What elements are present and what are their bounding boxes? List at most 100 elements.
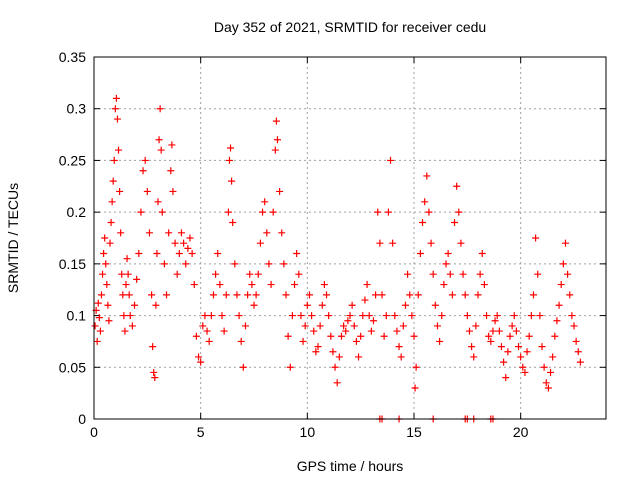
data-point [248,281,256,289]
data-point [158,208,166,216]
data-point [436,337,444,345]
data-point [288,312,296,320]
data-point [293,250,301,258]
data-point [291,281,299,289]
data-point [252,291,260,299]
data-point [310,327,318,335]
data-point [478,250,486,258]
data-point [500,358,508,366]
data-point [485,332,493,340]
y-tick-label: 0.25 [59,152,86,168]
data-point [149,343,157,351]
data-point [278,229,286,237]
data-point [480,281,488,289]
data-point [216,281,224,289]
data-point [468,343,476,351]
data-point [167,167,175,175]
x-tick-label: 0 [90,424,98,440]
data-point [299,337,307,345]
data-point [207,312,215,320]
data-point [120,312,128,320]
y-tick-label: 0 [78,411,86,427]
data-point [493,312,501,320]
data-point [227,144,235,152]
data-point [99,270,107,278]
data-point [551,332,559,340]
data-point [457,239,465,247]
data-point [433,322,441,330]
data-point [155,136,163,144]
data-point [111,105,119,113]
data-point [305,291,313,299]
data-point [212,270,220,278]
data-point [250,301,258,309]
chart-title: Day 352 of 2021, SRMTID for receiver ced… [214,19,486,35]
data-point [276,187,284,195]
data-point [177,229,185,237]
data-point [205,337,213,345]
y-tick-label: 0.15 [59,256,86,272]
data-point [320,281,328,289]
data-point [572,337,580,345]
data-points [91,94,584,423]
data-point [110,156,118,164]
data-point [369,317,377,325]
data-point [461,291,469,299]
data-point [97,291,105,299]
data-point [192,332,200,340]
data-point [448,291,456,299]
data-point [561,239,569,247]
data-point [156,105,164,113]
data-point [376,239,384,247]
data-point [372,291,380,299]
data-point [126,312,134,320]
data-point [408,312,416,320]
data-point [241,322,249,330]
data-point [570,322,578,330]
data-point [521,368,529,376]
data-point [94,299,102,307]
data-point [107,218,115,226]
data-point [423,172,431,180]
data-point [267,281,275,289]
data-point [427,239,435,247]
data-point [125,291,133,299]
data-point [363,281,371,289]
data-point [123,255,131,263]
data-point [182,260,190,268]
data-point [487,337,495,345]
data-point [148,291,156,299]
data-point [165,229,173,237]
data-point [271,146,279,154]
data-point [389,239,397,247]
data-point [284,332,292,340]
data-point [350,322,358,330]
data-point [337,332,345,340]
data-point [173,270,181,278]
data-point [555,301,563,309]
x-tick-label: 5 [197,424,205,440]
data-point [463,312,471,320]
data-point [455,208,463,216]
data-point [106,239,114,247]
data-point [96,327,104,335]
data-point [280,260,288,268]
data-point [218,312,226,320]
data-point [510,312,518,320]
data-point [124,270,132,278]
data-point [557,281,565,289]
data-point [576,358,584,366]
data-point [133,275,141,283]
data-point [197,358,205,366]
data-point [150,368,158,376]
x-tick-label: 10 [300,424,316,440]
data-point [406,291,414,299]
data-point [527,312,535,320]
data-point [401,301,409,309]
data-point [180,239,188,247]
data-point [440,281,448,289]
x-axis-label: GPS time / hours [297,458,404,474]
data-point [412,363,420,371]
data-point [506,332,514,340]
data-point [235,312,243,320]
